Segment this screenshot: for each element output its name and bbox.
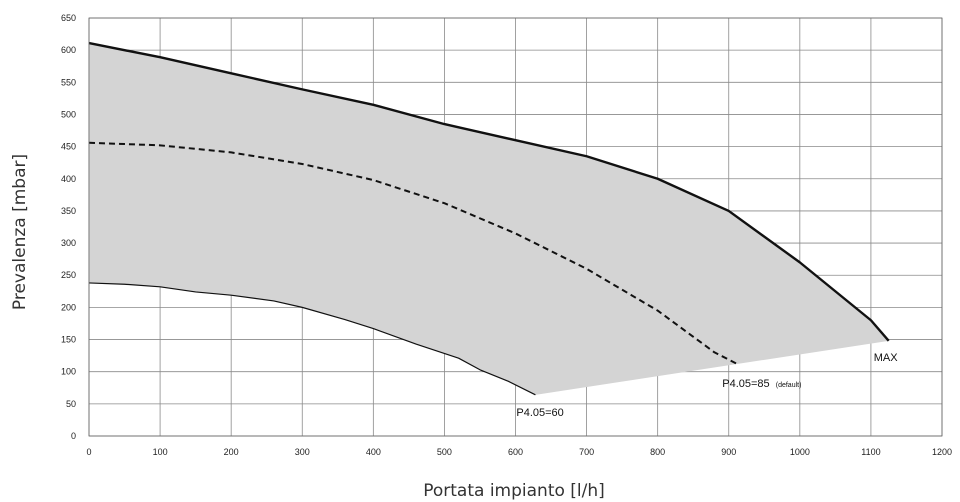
x-tick-label: 800	[650, 447, 665, 457]
y-tick-label: 300	[61, 238, 76, 248]
y-tick-label: 0	[71, 431, 76, 441]
plot-frame	[88, 17, 943, 437]
series-line-0	[88, 41, 890, 342]
annotation-p60: P4.05=60	[516, 407, 563, 419]
annotation-p85-main: P4.05=85	[722, 378, 769, 390]
y-tick-label: 150	[61, 335, 76, 345]
x-tick-label: 900	[721, 447, 736, 457]
y-tick-label: 400	[61, 174, 76, 184]
x-tick-label: 0	[86, 447, 91, 457]
x-tick-label: 500	[437, 447, 452, 457]
x-tick-label: 600	[508, 447, 523, 457]
y-tick-label: 600	[61, 45, 76, 55]
x-tick-label: 200	[224, 447, 239, 457]
x-tick-label: 300	[295, 447, 310, 457]
operating-area	[89, 43, 889, 395]
y-tick-label: 100	[61, 367, 76, 377]
x-axis-title: Portata impianto [l/h]	[423, 481, 605, 501]
y-tick-label: 250	[61, 270, 76, 280]
x-tick-label: 100	[153, 447, 168, 457]
x-tick-label: 1100	[861, 447, 880, 457]
y-tick-label: 550	[61, 77, 76, 87]
y-tick-label: 450	[61, 142, 76, 152]
annotation-max: MAX	[874, 352, 899, 364]
series-lines	[88, 41, 890, 396]
x-tick-label: 1200	[932, 447, 952, 457]
y-axis-title: Prevalenza [mbar]	[10, 154, 30, 310]
x-tick-labels: 0 100 200 300 400 500 600 700 800 900 1000 1100 1200	[86, 447, 952, 457]
y-tick-label: 50	[66, 399, 76, 409]
y-tick-label: 650	[61, 13, 76, 23]
x-tick-label: 1000	[790, 447, 810, 457]
series-line-2	[88, 282, 536, 396]
y-tick-label: 200	[61, 302, 76, 312]
y-tick-label: 350	[61, 206, 76, 216]
annotation-p85: P4.05=85 (default)	[722, 378, 801, 390]
x-tick-label: 700	[579, 447, 594, 457]
y-tick-labels: 0 50 100 150 200 250 300 350 400 450 500 550 600 650	[61, 13, 76, 441]
x-tick-label: 400	[366, 447, 381, 457]
series-line-1	[88, 141, 738, 365]
annotation-p85-default: (default)	[776, 382, 802, 389]
y-tick-label: 500	[61, 109, 76, 119]
